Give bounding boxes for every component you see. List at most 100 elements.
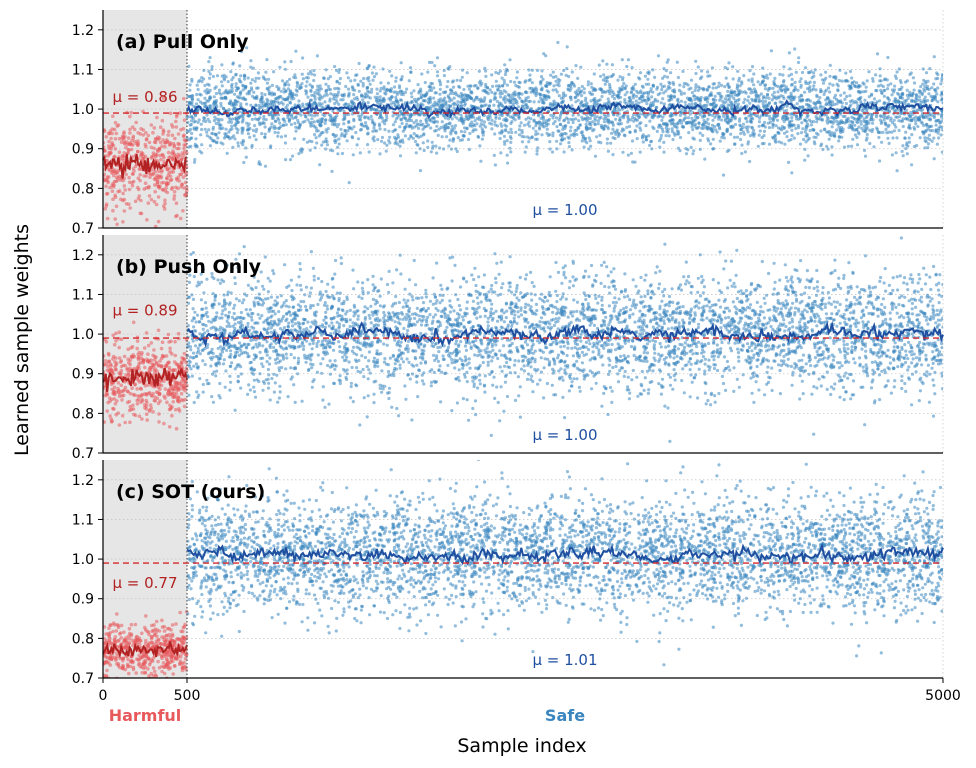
harmful-point: [157, 169, 161, 174]
safe-point: [784, 85, 789, 89]
harmful-point: [105, 216, 110, 221]
safe-point: [238, 64, 242, 68]
safe-point: [600, 90, 605, 94]
safe-point: [495, 99, 499, 103]
safe-point: [825, 144, 829, 148]
safe-point: [799, 93, 803, 97]
safe-point: [528, 73, 532, 77]
safe-point: [877, 135, 881, 140]
safe-point: [582, 91, 586, 95]
safe-point: [725, 113, 729, 117]
safe-point: [499, 89, 503, 93]
safe-point: [742, 100, 746, 105]
safe-point: [883, 77, 887, 81]
safe-point: [784, 117, 788, 121]
safe-point: [745, 120, 749, 124]
safe-point: [407, 117, 411, 121]
safe-point: [792, 97, 796, 101]
safe-point: [669, 71, 673, 75]
safe-point: [352, 119, 356, 123]
safe-point: [622, 114, 626, 118]
safe-point: [460, 116, 464, 120]
safe-point: [324, 137, 328, 141]
safe-point: [656, 54, 661, 58]
safe-point: [603, 82, 607, 86]
safe-point: [399, 98, 403, 102]
safe-point: [399, 77, 404, 81]
safe-point: [564, 93, 568, 98]
safe-point: [878, 67, 882, 71]
safe-point: [938, 120, 943, 125]
safe-point: [819, 142, 824, 146]
safe-point: [928, 117, 932, 121]
safe-point: [549, 81, 553, 85]
safe-point: [207, 69, 211, 73]
safe-point: [638, 126, 642, 130]
safe-point: [908, 126, 912, 130]
safe-point: [283, 141, 287, 145]
harmful-point: [176, 186, 180, 191]
safe-point: [371, 129, 375, 133]
safe-point: [467, 94, 471, 98]
safe-point: [268, 146, 273, 150]
safe-point: [488, 88, 492, 92]
safe-point: [738, 117, 742, 121]
safe-point: [647, 134, 651, 138]
safe-point: [362, 76, 366, 81]
safe-point: [893, 74, 898, 78]
safe-point: [649, 87, 653, 91]
harmful-point: [109, 136, 113, 141]
safe-point: [838, 120, 842, 124]
safe-point: [193, 158, 197, 162]
safe-point: [934, 119, 938, 123]
safe-point: [653, 114, 657, 118]
safe-point: [195, 83, 199, 87]
safe-point: [639, 89, 643, 93]
harmful-point: [176, 141, 180, 146]
safe-point: [583, 99, 588, 103]
safe-point: [750, 125, 754, 129]
safe-point: [378, 95, 382, 99]
safe-point: [272, 99, 276, 103]
safe-point: [548, 140, 552, 144]
safe-point: [339, 98, 343, 102]
safe-point: [273, 130, 277, 134]
safe-point: [776, 95, 780, 99]
safe-point: [239, 80, 243, 84]
safe-point: [484, 103, 488, 107]
safe-point: [790, 171, 794, 175]
safe-point: [611, 72, 616, 77]
safe-point: [926, 146, 930, 150]
safe-point: [188, 88, 192, 92]
safe-point: [887, 141, 891, 145]
safe-point: [850, 115, 854, 119]
safe-point: [588, 139, 592, 143]
safe-point: [337, 122, 341, 126]
safe-point: [363, 116, 367, 120]
safe-point: [616, 90, 621, 94]
safe-point: [761, 74, 765, 78]
safe-point: [793, 47, 797, 51]
safe-point: [621, 150, 625, 154]
harmful-point: [110, 131, 114, 136]
safe-point: [821, 147, 825, 152]
safe-point: [189, 136, 193, 140]
safe-point: [870, 130, 874, 134]
safe-point: [281, 123, 285, 127]
safe-point: [760, 142, 765, 146]
safe-point: [644, 124, 648, 128]
safe-point: [936, 100, 940, 104]
safe-point: [662, 102, 666, 106]
safe-point: [705, 126, 710, 130]
safe-point: [727, 85, 731, 89]
safe-point: [464, 93, 468, 97]
safe-point: [927, 87, 931, 91]
safe-point: [601, 59, 605, 63]
safe-point: [203, 89, 207, 93]
safe-point: [332, 133, 336, 137]
safe-point: [867, 101, 872, 105]
safe-point: [901, 117, 905, 121]
harmful-point: [161, 128, 166, 132]
safe-point: [185, 130, 189, 134]
safe-point: [403, 113, 407, 117]
